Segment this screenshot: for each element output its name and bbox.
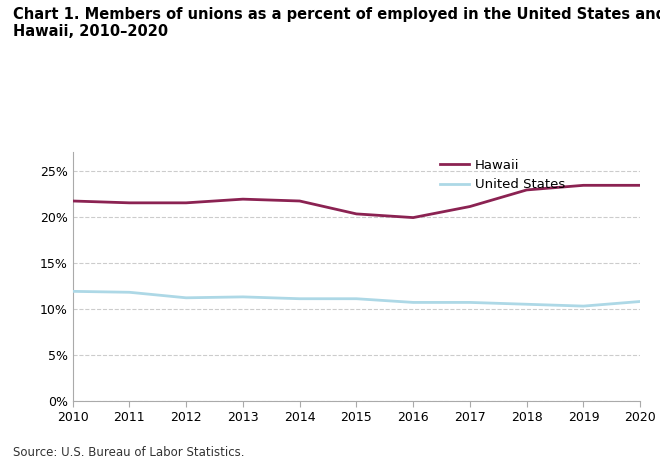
Text: Chart 1. Members of unions as a percent of employed in the United States and
Haw: Chart 1. Members of unions as a percent … [13, 7, 660, 39]
Legend: Hawaii, United States: Hawaii, United States [440, 159, 566, 191]
Text: Source: U.S. Bureau of Labor Statistics.: Source: U.S. Bureau of Labor Statistics. [13, 446, 245, 459]
